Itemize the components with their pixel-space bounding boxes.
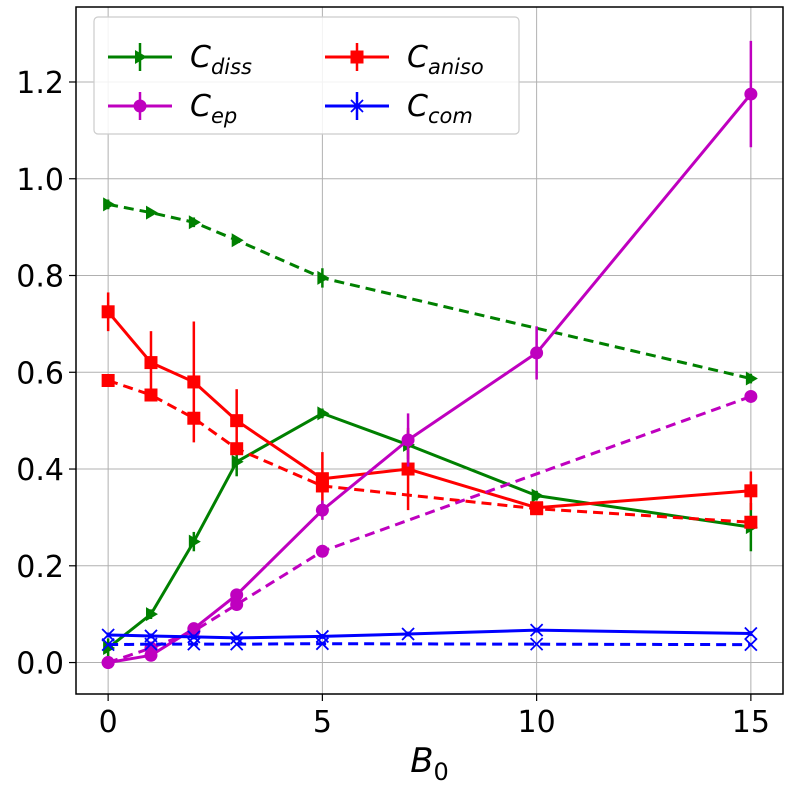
- legend-item-ep: Cep: [108, 89, 237, 128]
- series-line: [107, 411, 752, 650]
- series-line: [108, 628, 751, 640]
- series-com-dashed: [101, 637, 758, 652]
- y-tick-label: 0.6: [16, 356, 64, 391]
- data-point: [187, 411, 201, 425]
- data-point: [145, 607, 158, 622]
- x-axis-title: B0: [410, 741, 449, 786]
- legend: Cdiss Cep Caniso Ccom: [93, 16, 520, 135]
- x-tick-label: 5: [313, 705, 332, 740]
- plot-area-frame: [75, 6, 784, 695]
- series-line: [107, 202, 752, 381]
- y-tick-label: 1.2: [16, 66, 64, 101]
- data-point: [101, 656, 115, 670]
- legend-item-diss: Cdiss: [108, 40, 252, 79]
- series-line: [108, 642, 751, 647]
- x-tick-label: 0: [99, 705, 118, 740]
- data-point: [744, 484, 758, 498]
- y-tick-label: 0.0: [16, 647, 64, 682]
- legend-label: Caniso: [407, 40, 484, 79]
- series-diss: [103, 406, 758, 658]
- data-point: [531, 488, 544, 503]
- data-point: [188, 215, 201, 230]
- data-point: [315, 544, 329, 558]
- data-point: [401, 433, 415, 447]
- data-point: [144, 388, 158, 402]
- legend-label: Cep: [190, 89, 237, 128]
- y-tick-label: 0.4: [16, 453, 64, 488]
- data-point: [744, 626, 758, 641]
- x-tick-label: 10: [518, 705, 556, 740]
- series-layer: [101, 40, 758, 670]
- data-point: [315, 479, 329, 493]
- data-point: [103, 197, 116, 212]
- legend-box: [93, 16, 520, 135]
- data-point: [744, 87, 758, 101]
- series-ep: [101, 40, 758, 670]
- data-point: [231, 233, 244, 248]
- data-point: [315, 637, 330, 651]
- data-point: [103, 641, 116, 656]
- data-point: [230, 637, 244, 651]
- legend-label: Cdiss: [190, 40, 252, 79]
- legend-marker: [350, 99, 364, 113]
- data-point: [230, 442, 244, 456]
- data-point: [230, 588, 244, 602]
- y-tick-label: 0.2: [16, 550, 64, 585]
- series-aniso: [101, 292, 758, 515]
- data-point: [401, 462, 415, 476]
- data-point: [145, 205, 158, 220]
- series-diss-dashed: [103, 197, 758, 386]
- data-point: [231, 454, 244, 469]
- legend-label: Ccom: [407, 89, 473, 128]
- data-point: [144, 637, 158, 651]
- series-aniso-dashed: [101, 373, 758, 529]
- data-point: [230, 597, 244, 611]
- data-point: [101, 628, 115, 642]
- axis-ticks: 0 5 10 15 0.0 0.2 0.4 0.6 0.8 1.0 1.2: [16, 66, 770, 740]
- data-point: [530, 502, 544, 516]
- data-point: [317, 406, 330, 421]
- legend-marker: [135, 50, 147, 64]
- data-point: [744, 389, 758, 403]
- data-point: [230, 631, 244, 645]
- data-point: [315, 503, 329, 517]
- data-point: [101, 373, 115, 387]
- legend-item-com: Ccom: [325, 89, 473, 128]
- data-point: [101, 305, 115, 319]
- series-line: [107, 379, 751, 524]
- data-point: [401, 627, 415, 641]
- data-point: [144, 356, 158, 370]
- data-point: [744, 515, 758, 529]
- x-tick-label: 15: [732, 705, 770, 740]
- data-point: [187, 637, 201, 651]
- series-line: [107, 395, 752, 664]
- series-line: [106, 310, 751, 510]
- data-point: [744, 638, 758, 652]
- legend-marker: [350, 50, 364, 64]
- data-point: [317, 270, 330, 285]
- y-tick-label: 0.8: [16, 260, 64, 295]
- data-point: [230, 414, 244, 428]
- data-point: [530, 346, 544, 360]
- data-point: [188, 534, 201, 549]
- data-point: [101, 638, 115, 652]
- y-tick-label: 1.0: [16, 163, 64, 198]
- data-point: [745, 371, 758, 386]
- legend-marker: [133, 99, 147, 113]
- data-point: [187, 375, 201, 389]
- series-line: [107, 93, 753, 665]
- data-point: [529, 623, 544, 637]
- data-point: [529, 637, 544, 651]
- legend-item-aniso: Caniso: [325, 40, 484, 79]
